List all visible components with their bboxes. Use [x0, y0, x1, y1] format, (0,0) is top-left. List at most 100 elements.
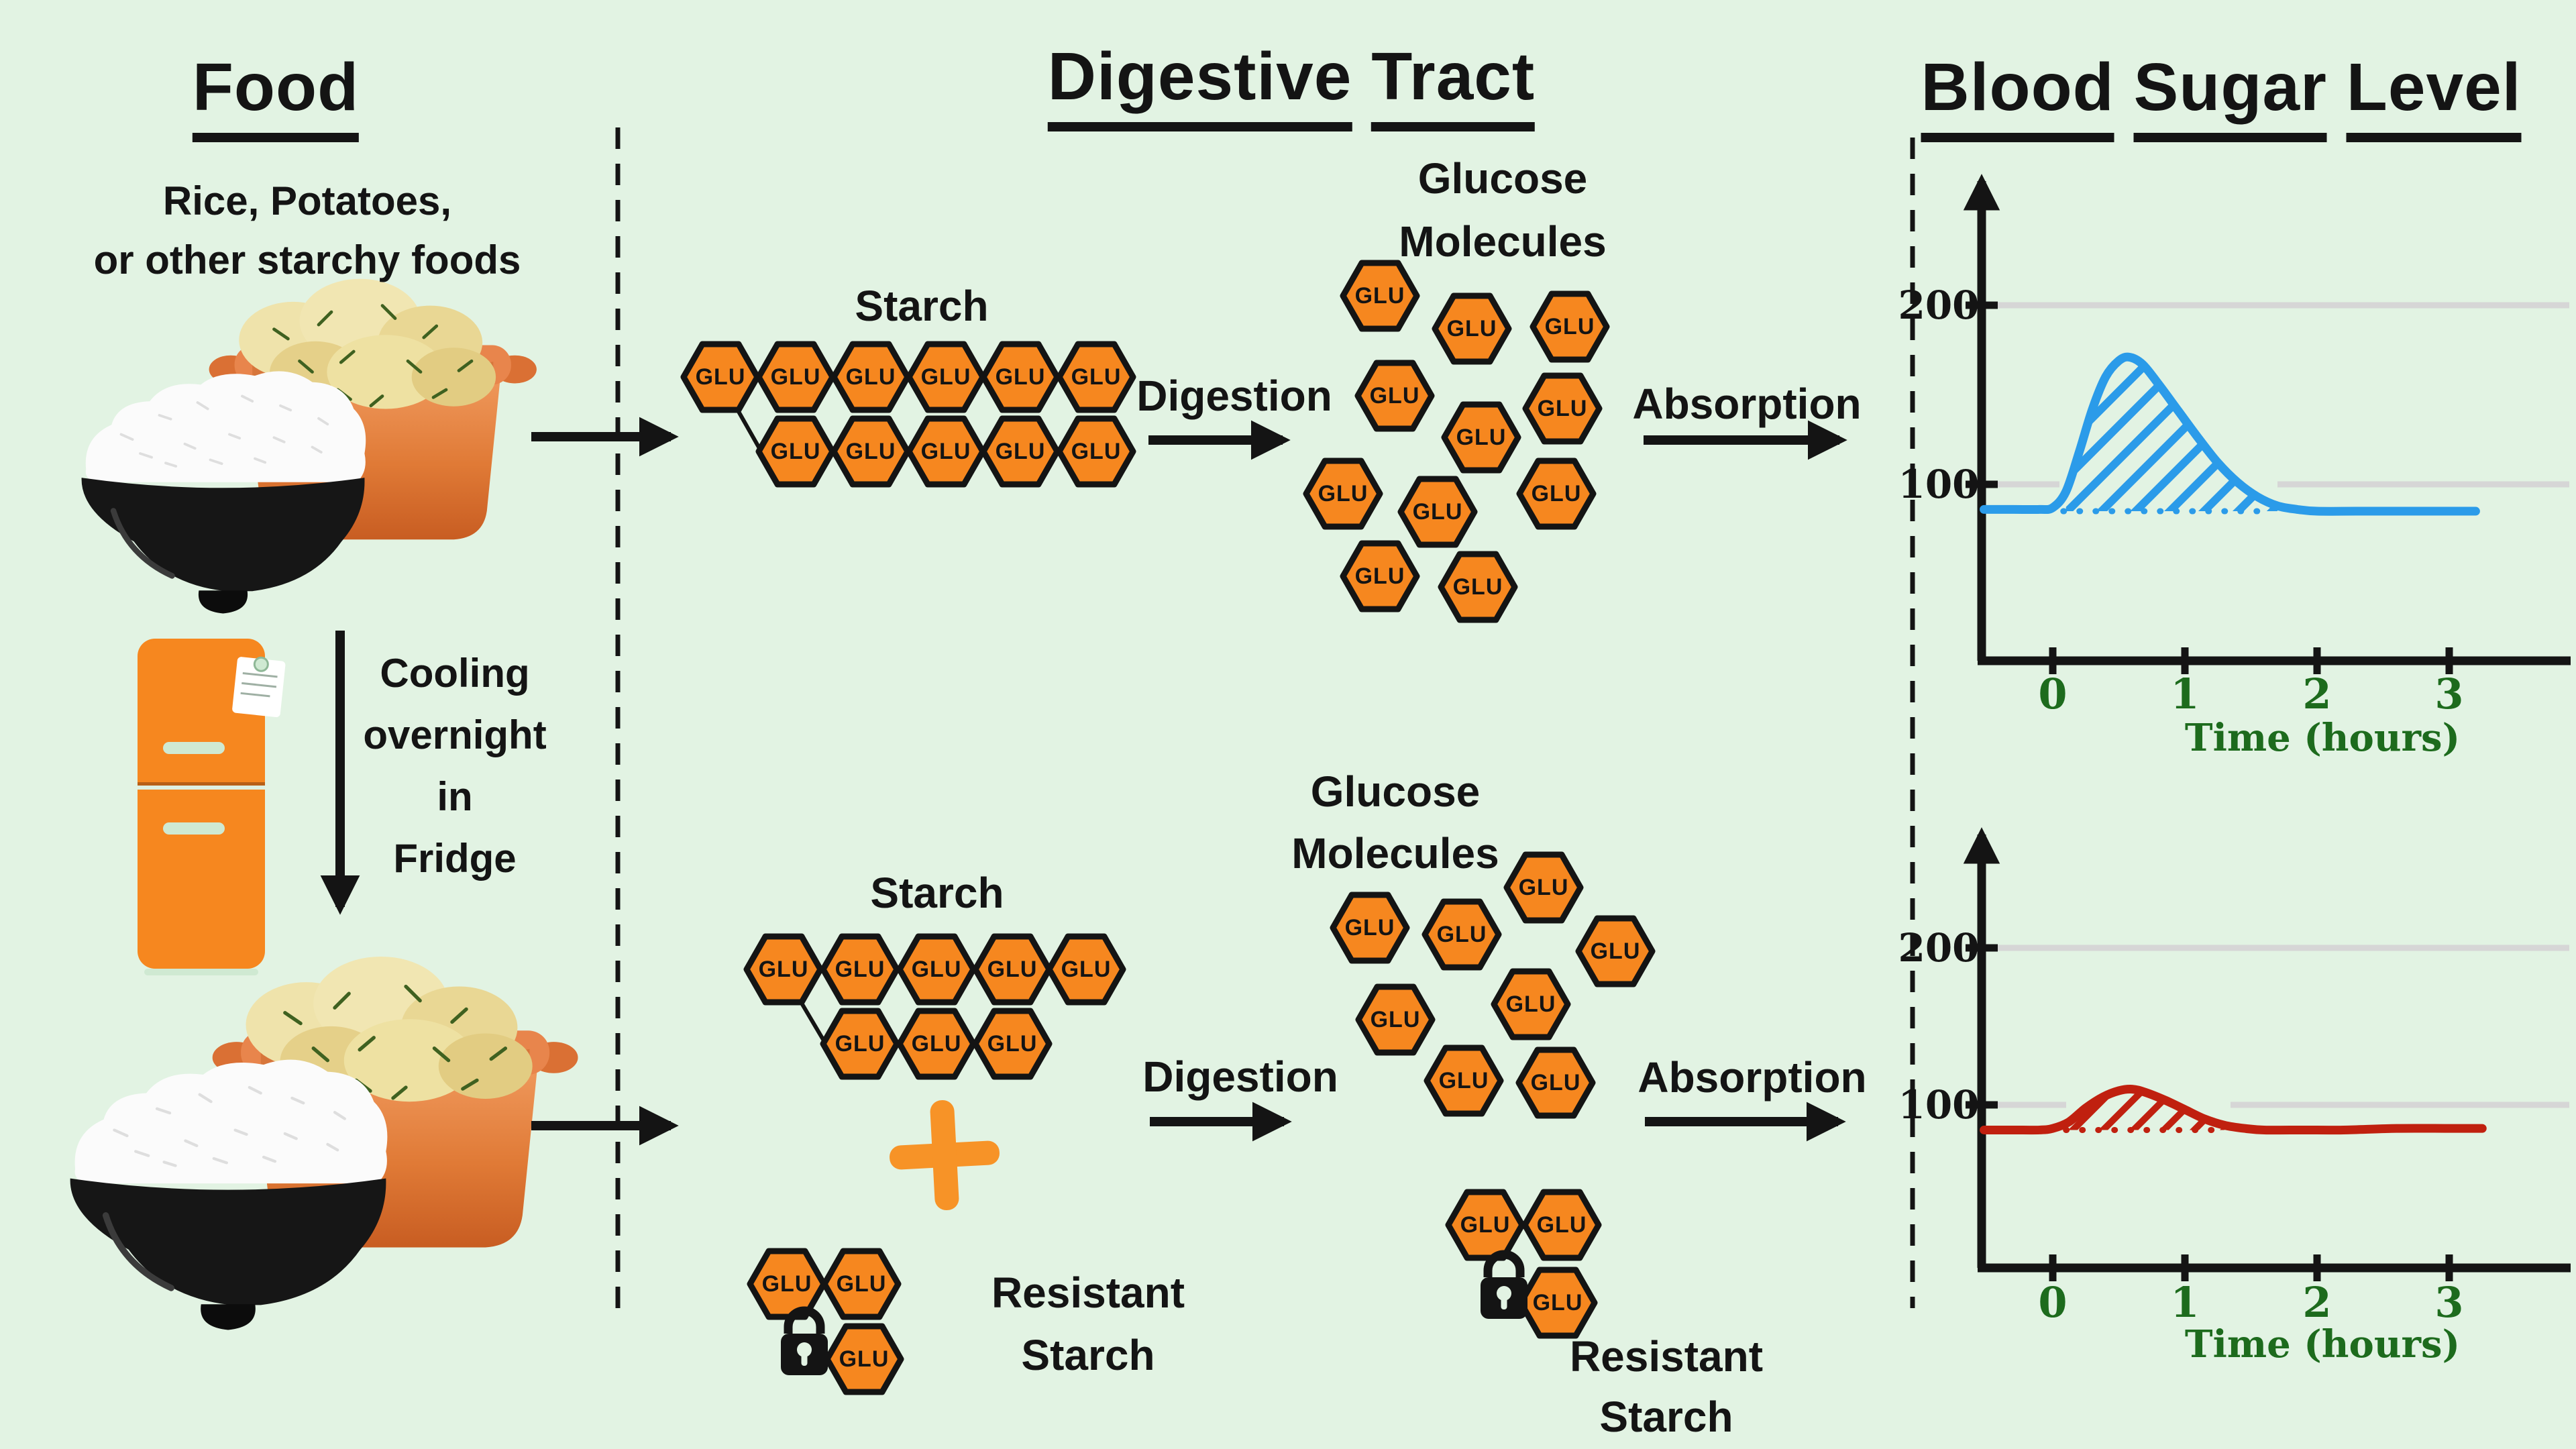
- svg-text:GLU: GLU: [771, 439, 821, 464]
- glu-hexagon: GLU: [1355, 983, 1436, 1056]
- cooling-label-line1: Cooling: [380, 651, 530, 696]
- glu-hexagon: GLU: [824, 1323, 904, 1395]
- resistant-starch-label-right-line1: Resistant: [1569, 1332, 1764, 1381]
- food-caption-line1: Rice, Potatoes,: [162, 178, 452, 223]
- svg-text:GLU: GLU: [996, 364, 1046, 390]
- glu-hexagon: GLU: [1503, 851, 1584, 924]
- starch-label-bottom: Starch: [870, 869, 1004, 917]
- svg-text:GLU: GLU: [1533, 1290, 1583, 1316]
- digestion-label-top: Digestion: [1136, 372, 1332, 420]
- svg-text:GLU: GLU: [846, 364, 896, 390]
- cooling-label-line4: Fridge: [393, 836, 517, 881]
- glu-hexagon: GLU: [1330, 892, 1410, 964]
- column-header-food: Food: [192, 50, 360, 142]
- x-tick-label: 3: [2434, 1278, 2464, 1327]
- x-tick-label: 0: [2038, 669, 2068, 718]
- svg-text:GLU: GLU: [837, 1271, 887, 1297]
- svg-text:GLU: GLU: [1413, 499, 1463, 525]
- y-tick-label: 100: [1898, 1082, 1980, 1128]
- svg-text:GLU: GLU: [987, 1031, 1038, 1057]
- fridge-icon: [138, 639, 286, 975]
- svg-text:GLU: GLU: [1591, 938, 1641, 964]
- x-tick-label: 1: [2170, 669, 2200, 718]
- svg-text:GLU: GLU: [762, 1271, 812, 1297]
- glu-hexagon: GLU: [1516, 458, 1597, 530]
- blood-sugar-chart-bottom: [1963, 827, 2571, 1281]
- glu-hexagon: GLU: [1340, 260, 1420, 332]
- glu-hexagon: GLU: [830, 415, 911, 488]
- svg-text:GLU: GLU: [1545, 314, 1595, 339]
- food-caption-line2: or other starchy foods: [93, 237, 521, 282]
- glu-hexagon: GLU: [1517, 1267, 1598, 1339]
- glu-hexagon: GLU: [755, 415, 836, 488]
- glucose-label-top-line1: Glucose: [1417, 154, 1588, 203]
- svg-text:GLU: GLU: [1519, 875, 1569, 900]
- absorption-label-top: Absorption: [1632, 380, 1862, 428]
- food-photo-top: [82, 279, 537, 614]
- blood-glucose-resistant-starch-curve: [1980, 1085, 2487, 1135]
- absorption-label-bottom: Absorption: [1638, 1053, 1867, 1102]
- glu-hexagon: GLU: [1438, 551, 1518, 623]
- padlock-icon: [781, 1311, 828, 1375]
- glu-hexagon: GLU: [972, 933, 1053, 1006]
- svg-text:GLU: GLU: [1345, 915, 1395, 941]
- svg-text:GLU: GLU: [835, 1031, 885, 1057]
- cooling-label-line3: in: [437, 774, 473, 819]
- glu-hexagon: GLU: [1515, 1046, 1596, 1119]
- svg-text:GLU: GLU: [839, 1346, 890, 1372]
- glu-hexagon: GLU: [1432, 292, 1512, 365]
- x-tick-label: 2: [2302, 669, 2332, 718]
- svg-text:GLU: GLU: [696, 364, 746, 390]
- svg-text:GLU: GLU: [1318, 481, 1368, 506]
- glu-hexagon: GLU: [1056, 341, 1136, 413]
- svg-text:GLU: GLU: [835, 957, 885, 982]
- svg-text:GLU: GLU: [1061, 957, 1112, 982]
- svg-text:GLU: GLU: [1506, 991, 1556, 1017]
- starch-label-top: Starch: [855, 282, 989, 330]
- glu-hexagon: GLU: [680, 341, 761, 413]
- svg-text:GLU: GLU: [1437, 922, 1487, 947]
- glu-hexagon: GLU: [830, 341, 911, 413]
- svg-text:GLU: GLU: [1355, 283, 1405, 309]
- resistant-starch-label-left-line2: Starch: [1021, 1331, 1155, 1379]
- svg-text:GLU: GLU: [1453, 574, 1503, 600]
- glu-hexagon: GLU: [1056, 415, 1136, 488]
- padlock-icon: [1481, 1254, 1527, 1319]
- glucose-label-bottom-line1: Glucose: [1310, 767, 1481, 816]
- glu-hexagon: GLU: [980, 341, 1061, 413]
- glu-hexagon: GLU: [1303, 458, 1383, 530]
- svg-text:GLU: GLU: [1531, 1070, 1581, 1095]
- glucose-label-top-line2: Molecules: [1399, 217, 1607, 266]
- x-axis-title-top: Time (hours): [2184, 716, 2461, 760]
- x-tick-label: 3: [2434, 669, 2464, 718]
- digestion-label-bottom: Digestion: [1142, 1053, 1338, 1101]
- svg-text:GLU: GLU: [771, 364, 821, 390]
- glu-hexagon: GLU: [1354, 360, 1435, 432]
- glu-hexagon: GLU: [1441, 401, 1521, 474]
- glucose-label-bottom-line2: Molecules: [1291, 829, 1499, 877]
- cooling-label-line2: overnight: [363, 712, 547, 757]
- svg-text:GLU: GLU: [921, 364, 971, 390]
- glu-hexagon: GLU: [1529, 290, 1610, 363]
- glu-hexagon: GLU: [980, 415, 1061, 488]
- svg-text:GLU: GLU: [912, 957, 962, 982]
- svg-text:GLU: GLU: [1439, 1068, 1489, 1093]
- glu-hexagon: GLU: [1046, 933, 1126, 1006]
- svg-text:GLU: GLU: [921, 439, 971, 464]
- glu-hexagon: GLU: [896, 933, 977, 1006]
- glu-hexagon: GLU: [820, 933, 900, 1006]
- glu-hexagon: GLU: [1491, 968, 1571, 1040]
- svg-text:GLU: GLU: [1538, 396, 1588, 421]
- glu-hexagon: GLU: [1421, 898, 1502, 971]
- svg-text:GLU: GLU: [1071, 364, 1122, 390]
- svg-text:GLU: GLU: [1370, 383, 1420, 409]
- blood-sugar-chart-top: [1963, 174, 2571, 674]
- x-axis-title-bottom: Time (hours): [2184, 1322, 2461, 1366]
- svg-text:GLU: GLU: [1355, 564, 1405, 589]
- x-tick-label: 2: [2302, 1278, 2332, 1327]
- svg-text:GLU: GLU: [912, 1031, 962, 1057]
- glu-hexagon: GLU: [896, 1008, 977, 1080]
- column-header-digestive-tract: Digestive Tract: [1047, 39, 1536, 131]
- resistant-starch-label-left-line1: Resistant: [991, 1269, 1185, 1317]
